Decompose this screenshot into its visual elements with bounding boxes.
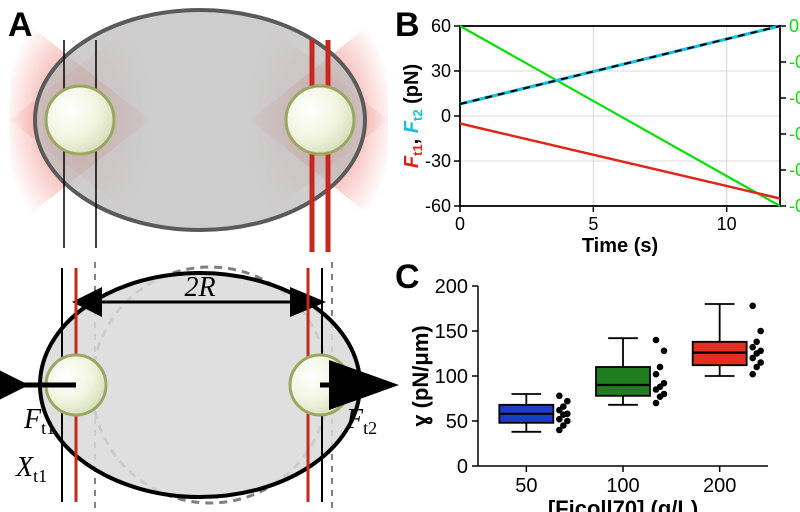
svg-text:0: 0 [789,16,799,36]
svg-text:0: 0 [457,456,468,478]
svg-text:-30: -30 [425,151,451,171]
svg-text:10: 10 [717,214,737,234]
svg-text:60: 60 [431,16,451,36]
svg-text:100: 100 [606,475,639,497]
svg-text:-0.2: -0.2 [789,88,800,108]
svg-text:100: 100 [435,366,468,388]
figure-root: A B C [0,0,800,512]
svg-text:0: 0 [455,214,465,234]
svg-text:200: 200 [435,276,468,298]
svg-text:-60: -60 [425,196,451,216]
svg-text:-0.3: -0.3 [789,124,800,144]
svg-text:0: 0 [441,106,451,126]
svg-text:50: 50 [446,411,468,433]
svg-text:Ft2: Ft2 [345,404,377,438]
panel-b-chart: -60 -30 0 30 60 -0.5 -0.4 -0.3 -0.2 -0.1 0 0 5 10 Time… [400,0,800,260]
svg-text:50: 50 [515,475,537,497]
svg-text:-0.4: -0.4 [789,160,800,180]
svg-text:200: 200 [703,475,736,497]
bead-top-right [286,86,354,154]
panel-a-diagram: 2R Ft1 Ft2 Xt1 [0,0,400,512]
svg-text:30: 30 [431,61,451,81]
svg-text:ɣ (pN/μm): ɣ (pN/μm) [408,325,433,426]
svg-text:-0.1: -0.1 [789,52,800,72]
svg-text:2R: 2R [184,272,215,303]
svg-text:Time (s): Time (s) [582,235,658,257]
bead-top-left [46,86,114,154]
svg-text:Xt1: Xt1 [15,452,47,486]
svg-text:150: 150 [435,321,468,343]
svg-text:5: 5 [588,214,598,234]
svg-text:-0.5: -0.5 [789,196,800,216]
svg-text:Ft1, Ft2 (pN): Ft1, Ft2 (pN) [401,64,425,168]
panel-c-chart: 0 50 100 150 200 50 100 200 [Ficoll70] (g/L) ɣ (p… [400,260,800,512]
svg-text:[Ficoll70] (g/L): [Ficoll70] (g/L) [548,496,698,512]
